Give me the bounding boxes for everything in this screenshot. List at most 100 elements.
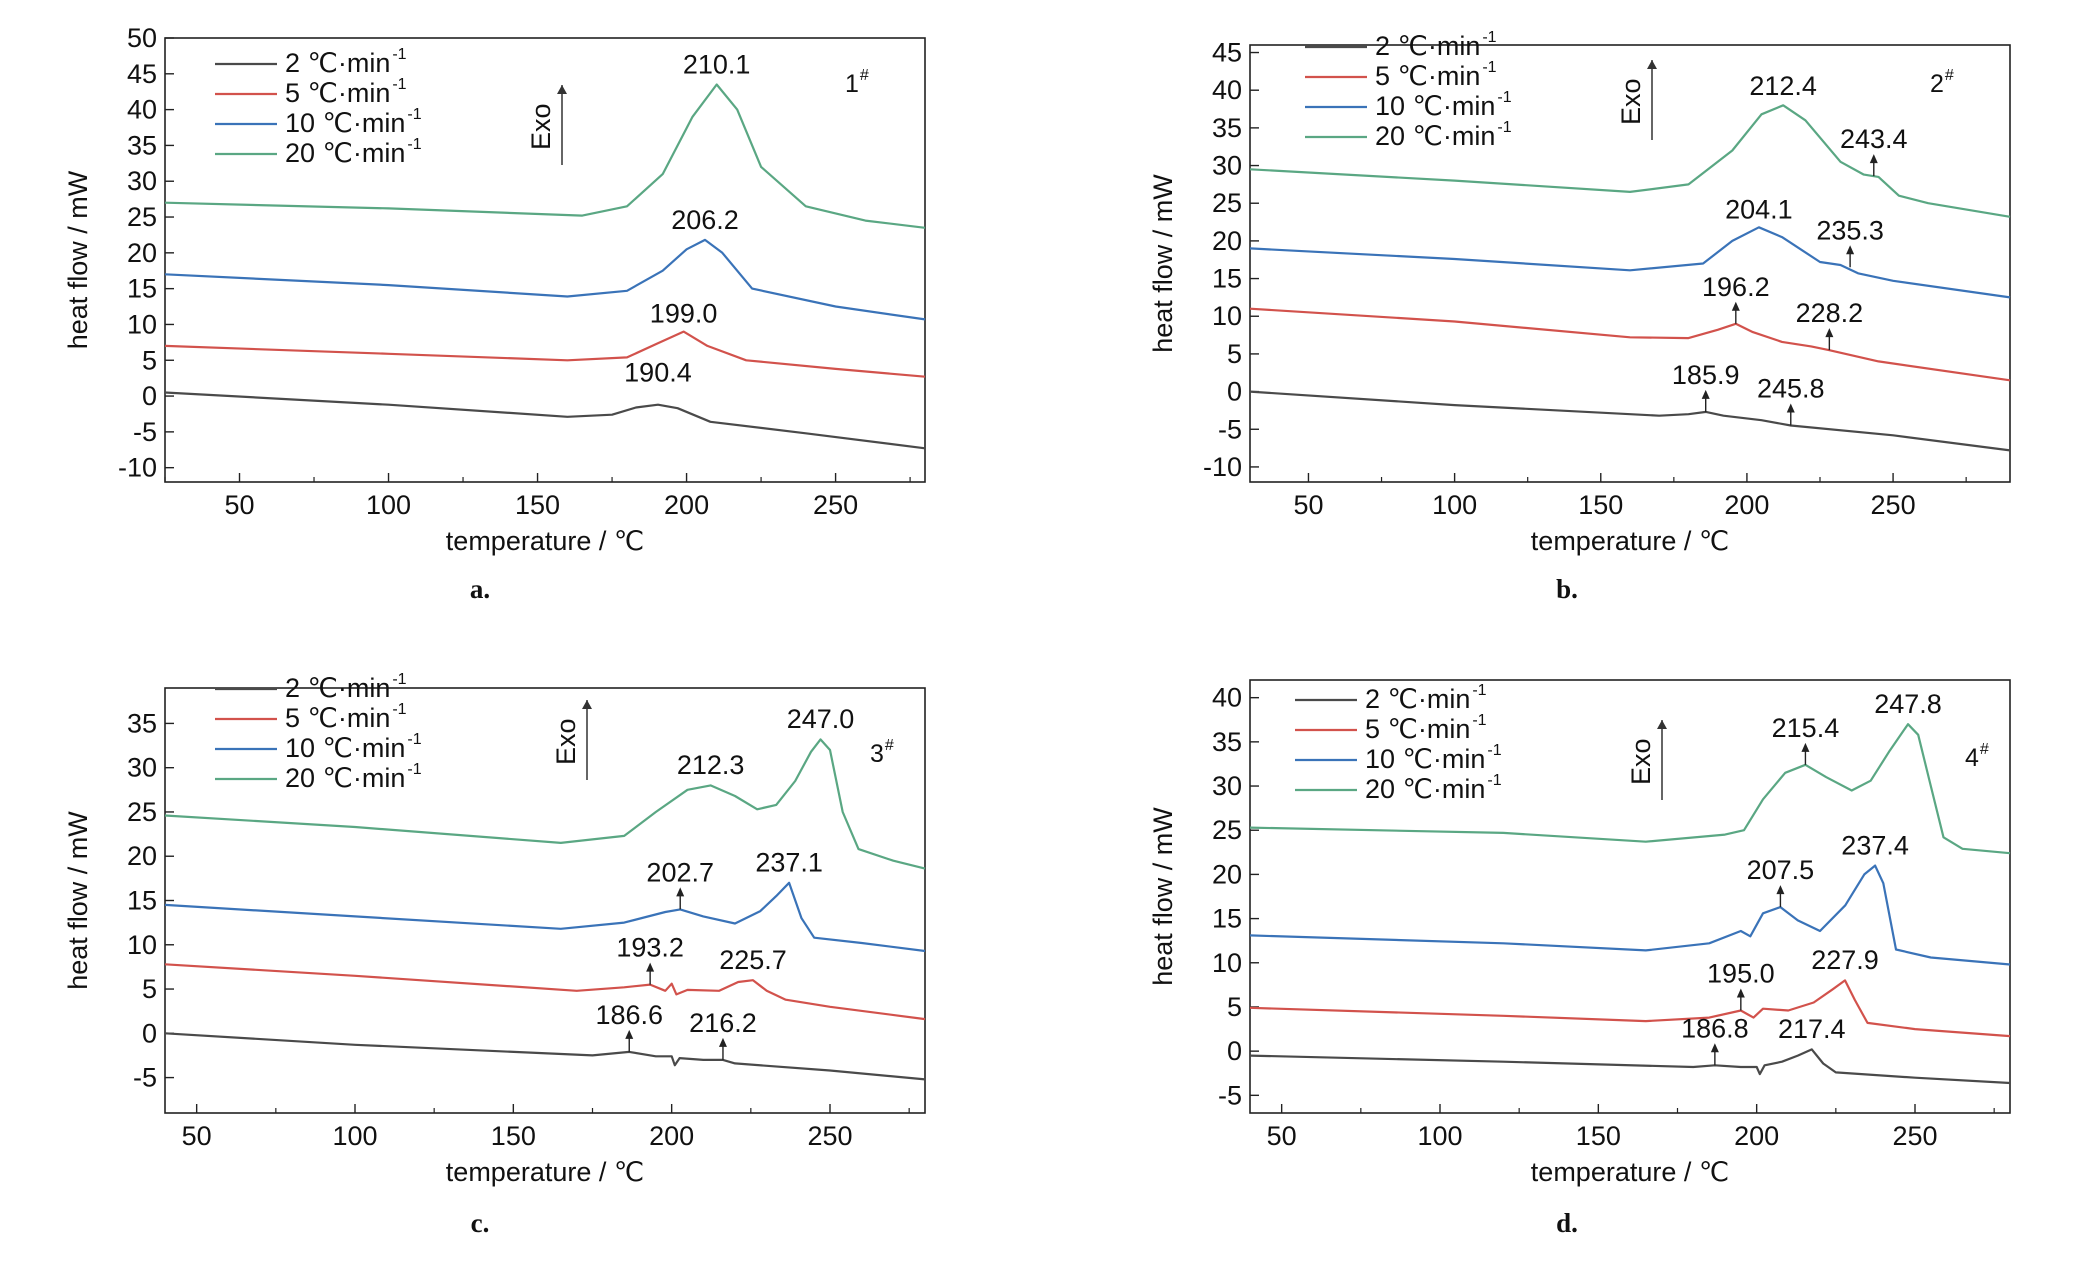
- y-tick-label: 45: [1212, 38, 1242, 68]
- x-tick-label: 100: [1417, 1121, 1462, 1151]
- chart-panel-1: 50 100 150 200 250 -10 -5 0 5 10 15 20 25 30 35 40 45 50 t…: [63, 23, 926, 604]
- y-tick-label: 15: [1212, 264, 1242, 294]
- legend-label-5: 5 ℃·min: [285, 78, 390, 108]
- y-tick-label: 5: [142, 345, 157, 375]
- y-tick-label: 50: [127, 23, 157, 53]
- legend-label-sup: -1: [1487, 742, 1501, 759]
- peak-arrow-head: [1786, 403, 1795, 413]
- x-axis-label: temperature / ℃: [446, 526, 644, 556]
- peak-label: 217.4: [1778, 1014, 1846, 1044]
- x-tick-label: 200: [649, 1121, 694, 1151]
- y-tick-label: 5: [1227, 992, 1242, 1022]
- peak-arrow-head: [1731, 301, 1740, 311]
- exo-arrow-head: [1657, 720, 1667, 729]
- exo-label: Exo: [526, 103, 556, 150]
- legend-label-10: 10 ℃·min: [285, 733, 405, 763]
- peak-arrow-head: [1825, 328, 1834, 338]
- y-tick-label: 35: [127, 708, 157, 738]
- y-tick-label: 20: [127, 238, 157, 268]
- peak-label: 204.1: [1725, 194, 1793, 224]
- panel-label: a.: [470, 574, 490, 604]
- chart-panel-4: 50 100 150 200 250 -5 0 5 10 15 20 25 30 35 40 temperat…: [1148, 679, 2011, 1238]
- y-tick-label: 20: [127, 841, 157, 871]
- peak-label: 212.3: [677, 750, 745, 780]
- legend-label-sup: -1: [407, 136, 421, 153]
- legend-label-sup: -1: [392, 701, 406, 718]
- exo-arrow-head: [557, 85, 567, 94]
- y-tick-label: 40: [127, 95, 157, 125]
- series-line-2-c-min: [164, 1032, 926, 1081]
- x-tick-label: 250: [807, 1121, 852, 1151]
- x-axis-label: temperature / ℃: [1531, 1157, 1729, 1187]
- peak-arrow-head: [1736, 988, 1745, 998]
- peak-label: 228.2: [1796, 298, 1864, 328]
- y-axis-label: heat flow / mW: [63, 811, 93, 990]
- x-tick-label: 150: [515, 490, 560, 520]
- series-line-5-c-min: [164, 963, 926, 1021]
- y-tick-label: 0: [142, 1018, 157, 1048]
- chart-panel-2: 50 100 150 200 250 -10 -5 0 5 10 15 20 25 30 35 40 45 tem…: [1148, 29, 2011, 604]
- exo-label: Exo: [1626, 738, 1656, 785]
- legend-label-20: 20 ℃·min: [1375, 121, 1495, 151]
- y-tick-label: 0: [142, 381, 157, 411]
- legend-label-10: 10 ℃·min: [1365, 744, 1485, 774]
- y-tick-label: 40: [1212, 75, 1242, 105]
- series-line-5-c-min: [164, 330, 926, 378]
- y-tick-label: 20: [1212, 226, 1242, 256]
- y-tick-label: 10: [127, 309, 157, 339]
- peak-arrow-head: [676, 887, 685, 897]
- sample-label: 3: [870, 740, 884, 768]
- x-tick-label: 50: [1267, 1121, 1297, 1151]
- y-tick-label: 10: [127, 930, 157, 960]
- y-tick-label: 40: [1212, 683, 1242, 713]
- peak-label: 227.9: [1811, 945, 1879, 975]
- y-tick-label: -5: [1218, 1080, 1242, 1110]
- y-axis-label: heat flow / mW: [1148, 807, 1178, 986]
- peak-label: 186.8: [1681, 1013, 1749, 1043]
- series-line-2-c-min: [164, 391, 926, 450]
- legend-label-sup: -1: [392, 671, 406, 688]
- legend-label-sup: -1: [407, 731, 421, 748]
- y-tick-label: 30: [127, 753, 157, 783]
- chart-panel-3: 50 100 150 200 250 -5 0 5 10 15 20 25 30 35 temperatur…: [63, 671, 926, 1238]
- legend-label-5: 5 ℃·min: [1375, 61, 1480, 91]
- series-line-2-c-min: [1249, 1048, 2011, 1085]
- x-tick-label: 100: [366, 490, 411, 520]
- y-tick-label: -5: [133, 1063, 157, 1093]
- peak-label: 207.5: [1747, 855, 1815, 885]
- y-tick-label: -10: [1203, 452, 1242, 482]
- peak-arrow-head: [1776, 885, 1785, 895]
- legend-label-20: 20 ℃·min: [285, 763, 405, 793]
- y-tick-label: 25: [127, 202, 157, 232]
- sample-label-sup: #: [1945, 67, 1954, 84]
- y-tick-label: 35: [127, 130, 157, 160]
- y-tick-label: 15: [127, 274, 157, 304]
- x-tick-label: 250: [1871, 490, 1916, 520]
- x-tick-label: 250: [1892, 1121, 1937, 1151]
- peak-label: 212.4: [1749, 71, 1817, 101]
- legend-label-2: 2 ℃·min: [285, 48, 390, 78]
- peak-label: 247.8: [1874, 689, 1942, 719]
- x-tick-label: 200: [664, 490, 709, 520]
- exo-arrow-head: [1647, 60, 1657, 69]
- peak-label: 210.1: [683, 50, 751, 80]
- sample-label: 2: [1930, 70, 1944, 98]
- y-tick-label: 20: [1212, 859, 1242, 889]
- y-tick-label: 30: [1212, 151, 1242, 181]
- y-tick-label: 10: [1212, 301, 1242, 331]
- peak-label: 193.2: [616, 933, 684, 963]
- peak-label: 206.2: [671, 205, 739, 235]
- x-tick-label: 50: [224, 490, 254, 520]
- x-tick-label: 50: [1293, 490, 1323, 520]
- legend-label-sup: -1: [1497, 119, 1511, 136]
- x-tick-label: 200: [1734, 1121, 1779, 1151]
- peak-label: 225.7: [719, 945, 787, 975]
- y-tick-label: 30: [127, 166, 157, 196]
- y-tick-label: -5: [1218, 414, 1242, 444]
- y-axis-label: heat flow / mW: [1148, 174, 1178, 353]
- legend-label-5: 5 ℃·min: [285, 703, 390, 733]
- peak-arrow-head: [625, 1029, 634, 1039]
- y-tick-label: 5: [1227, 339, 1242, 369]
- peak-arrow-head: [1701, 389, 1710, 399]
